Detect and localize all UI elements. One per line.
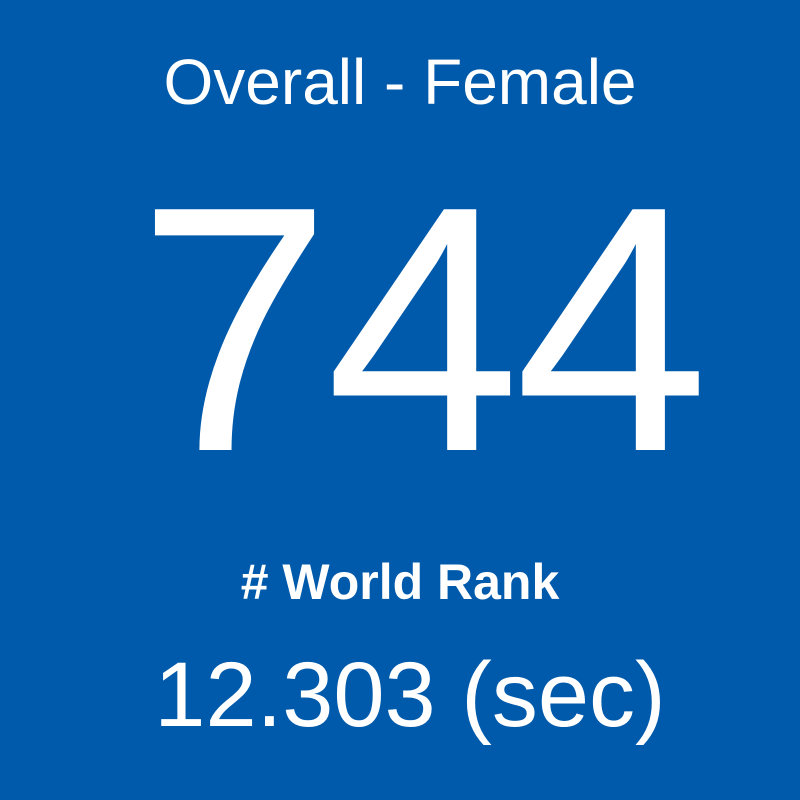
time-value: 12.303 (sec) — [154, 644, 666, 746]
rank-label: # World Rank — [240, 554, 560, 610]
rank-value: 744 — [137, 134, 709, 525]
tile-title: Overall - Female — [163, 46, 637, 118]
